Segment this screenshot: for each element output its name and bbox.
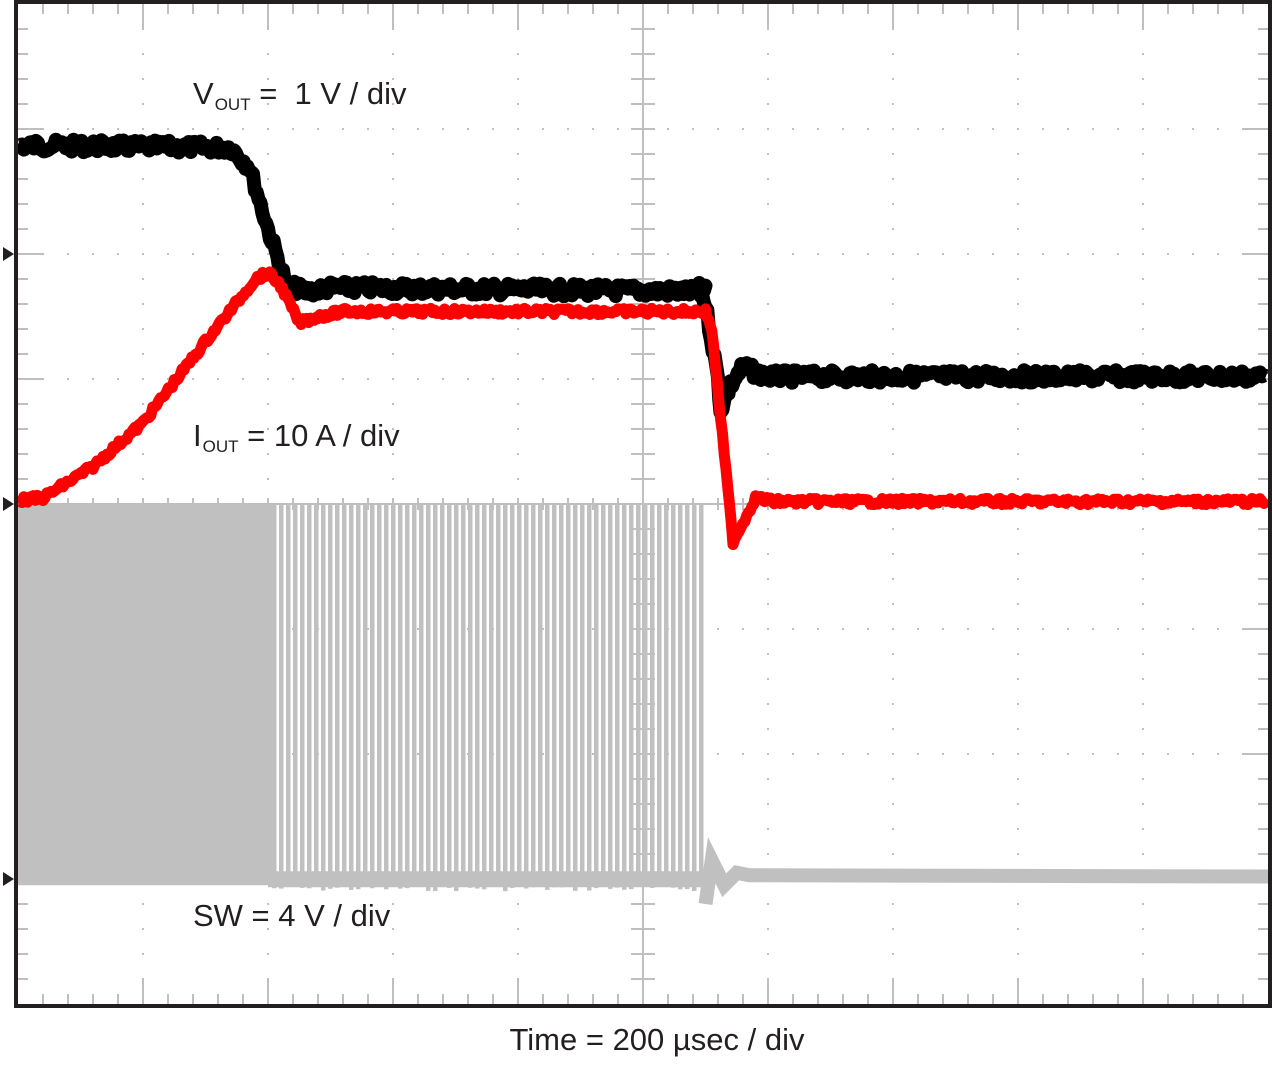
iout-trace xyxy=(14,266,1272,551)
time-axis-label: Time = 200 µsec / div xyxy=(509,1022,805,1057)
sw-scale-label: SW = 4 V / div xyxy=(193,898,391,933)
sw-trace xyxy=(18,504,1269,905)
iout-scale-label: IOUT = 10 A / div xyxy=(193,418,400,456)
plot-frame xyxy=(14,0,1272,1008)
vout-scale-label: VOUT = 1 V / div xyxy=(193,76,407,114)
sw-ground-marker-icon xyxy=(3,872,14,886)
traces xyxy=(12,132,1272,905)
vout-ground-marker-icon xyxy=(3,247,14,261)
ground-markers xyxy=(3,247,14,886)
iout-ground-marker-icon xyxy=(3,497,14,511)
vout-trace xyxy=(12,132,1271,420)
